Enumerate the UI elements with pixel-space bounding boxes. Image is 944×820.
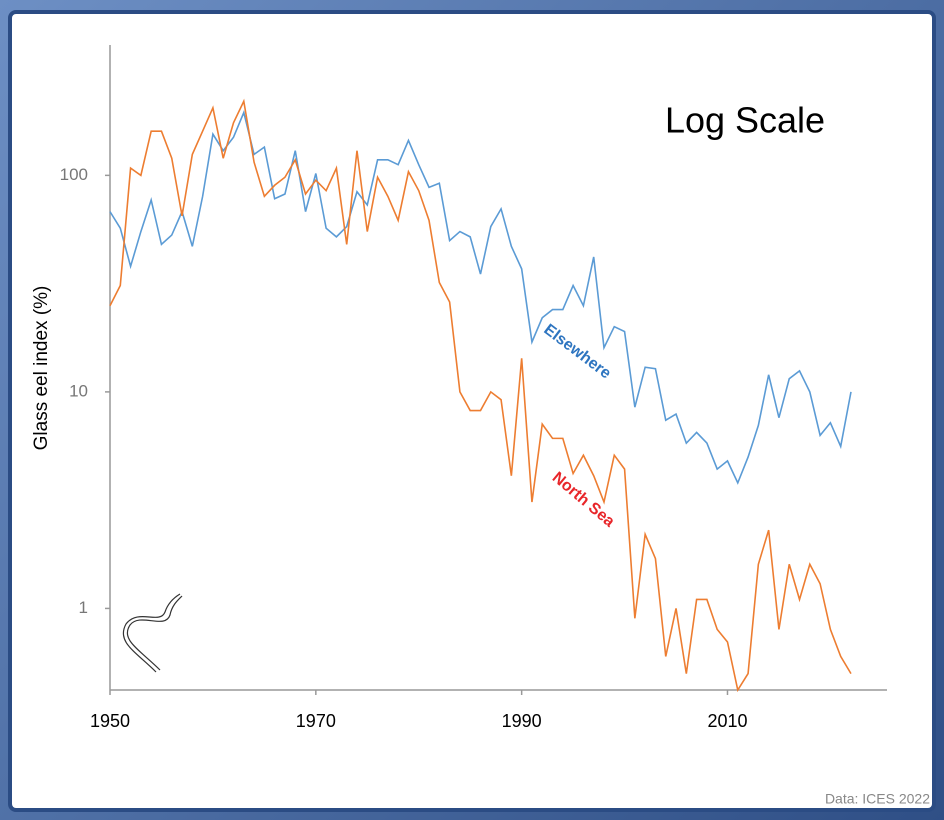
eel-body-edge [122,593,181,673]
annotation: Log Scale [665,100,825,141]
eel-body [126,595,183,671]
x-tick-label: 1950 [90,711,130,731]
series-line [109,98,852,693]
source: Data: ICES 2022 [825,791,930,807]
x-tick-label: 1990 [502,711,542,731]
x-tick-label: 1970 [296,711,336,731]
x-tick-label: 2010 [707,711,747,731]
y-tick-label: 10 [69,381,88,400]
eel-icon [122,593,183,673]
y-tick-label: 100 [60,165,88,184]
series-line [109,110,852,485]
y-axis-label: Glass eel index (%) [31,286,52,451]
y-tick-label: 1 [79,598,88,617]
